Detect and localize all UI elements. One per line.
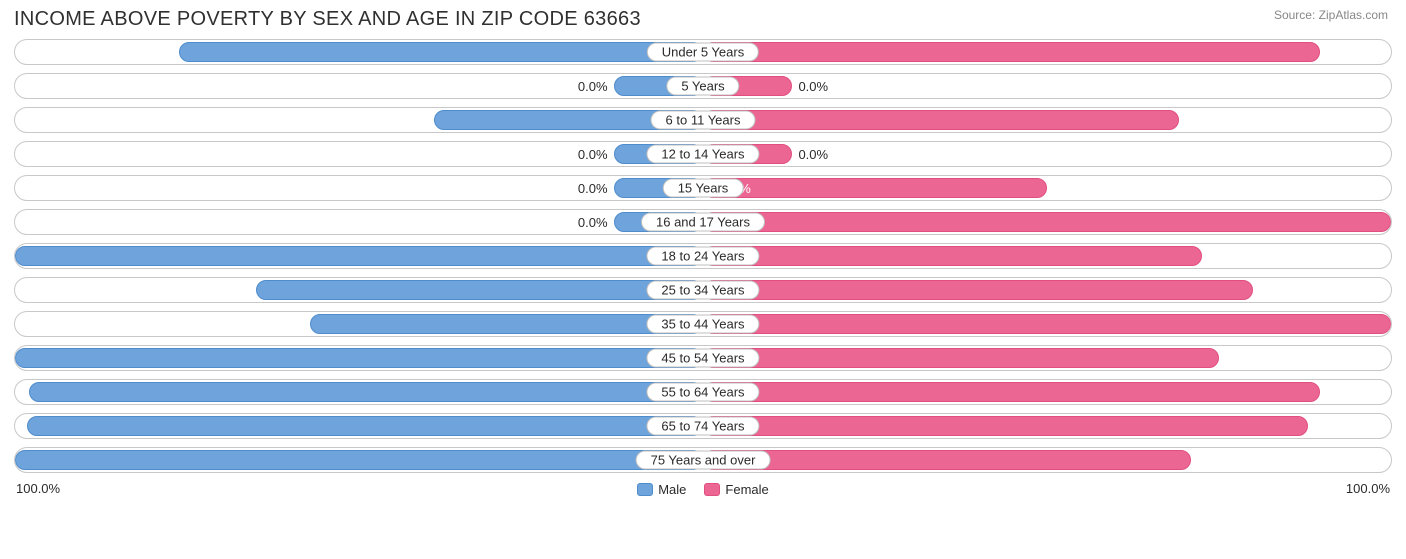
x-axis: 100.0% 100.0% [14, 481, 1392, 499]
chart-row: 76.1%89.7%Under 5 Years [14, 39, 1392, 65]
male-bar: 100.0% [15, 348, 703, 368]
chart-title: INCOME ABOVE POVERTY BY SEX AND AGE IN Z… [14, 8, 641, 31]
chart-row: 98.2%87.9%65 to 74 Years [14, 413, 1392, 439]
category-label: 55 to 64 Years [646, 383, 759, 402]
chart-row: 0.0% 100.0%16 and 17 Years [14, 209, 1392, 235]
male-bar: 97.9% [29, 382, 703, 402]
category-label: 75 Years and over [636, 451, 771, 470]
category-label: 25 to 34 Years [646, 281, 759, 300]
female-bar: 87.9% [703, 416, 1308, 436]
female-bar: 89.7% [703, 382, 1320, 402]
male-bar: 65.0% [256, 280, 703, 300]
diverging-bar-chart: 76.1%89.7%Under 5 Years0.0%0.0%5 Years39… [0, 35, 1406, 473]
female-value: 0.0% [792, 142, 828, 166]
male-value: 0.0% [578, 176, 614, 200]
category-label: 15 Years [663, 179, 744, 198]
male-bar: 100.0% [15, 246, 703, 266]
chart-row: 0.0% 0.0% 12 to 14 Years [14, 141, 1392, 167]
category-label: 45 to 54 Years [646, 349, 759, 368]
source-attribution: Source: ZipAtlas.com [1274, 8, 1388, 22]
category-label: 18 to 24 Years [646, 247, 759, 266]
female-bar: 100.0% [703, 212, 1391, 232]
axis-right-label: 100.0% [1346, 481, 1390, 496]
female-bar: 50.0% [703, 178, 1047, 198]
female-bar: 100.0% [703, 314, 1391, 334]
chart-row: 65.0%80.0%25 to 34 Years [14, 277, 1392, 303]
category-label: 12 to 14 Years [646, 145, 759, 164]
category-label: Under 5 Years [647, 43, 759, 62]
female-bar: 80.0% [703, 280, 1253, 300]
female-bar: 75.0% [703, 348, 1219, 368]
category-label: 35 to 44 Years [646, 315, 759, 334]
male-bar: 98.2% [27, 416, 703, 436]
chart-row: 0.0% 0.0% 5 Years [14, 73, 1392, 99]
category-label: 65 to 74 Years [646, 417, 759, 436]
male-bar: 76.1% [179, 42, 703, 62]
chart-row: 100.0%72.6%18 to 24 Years [14, 243, 1392, 269]
chart-row: 57.1%100.0%35 to 44 Years [14, 311, 1392, 337]
male-bar: 100.0% [15, 450, 703, 470]
chart-row: 100.0%75.0%45 to 54 Years [14, 345, 1392, 371]
female-bar: 71.0% [703, 450, 1191, 470]
chart-row: 0.0% 50.0%15 Years [14, 175, 1392, 201]
chart-row: 39.1%69.2%6 to 11 Years [14, 107, 1392, 133]
male-value: 0.0% [578, 142, 614, 166]
female-bar: 72.6% [703, 246, 1202, 266]
male-value: 0.0% [578, 74, 614, 98]
female-bar: 89.7% [703, 42, 1320, 62]
male-value: 0.0% [578, 210, 614, 234]
category-label: 5 Years [666, 77, 739, 96]
male-bar: 57.1% [310, 314, 703, 334]
category-label: 6 to 11 Years [651, 111, 756, 130]
axis-left-label: 100.0% [16, 481, 60, 496]
chart-row: 97.9%89.7%55 to 64 Years [14, 379, 1392, 405]
category-label: 16 and 17 Years [641, 213, 765, 232]
female-bar: 69.2% [703, 110, 1179, 130]
chart-row: 100.0%71.0%75 Years and over [14, 447, 1392, 473]
female-value: 0.0% [792, 74, 828, 98]
